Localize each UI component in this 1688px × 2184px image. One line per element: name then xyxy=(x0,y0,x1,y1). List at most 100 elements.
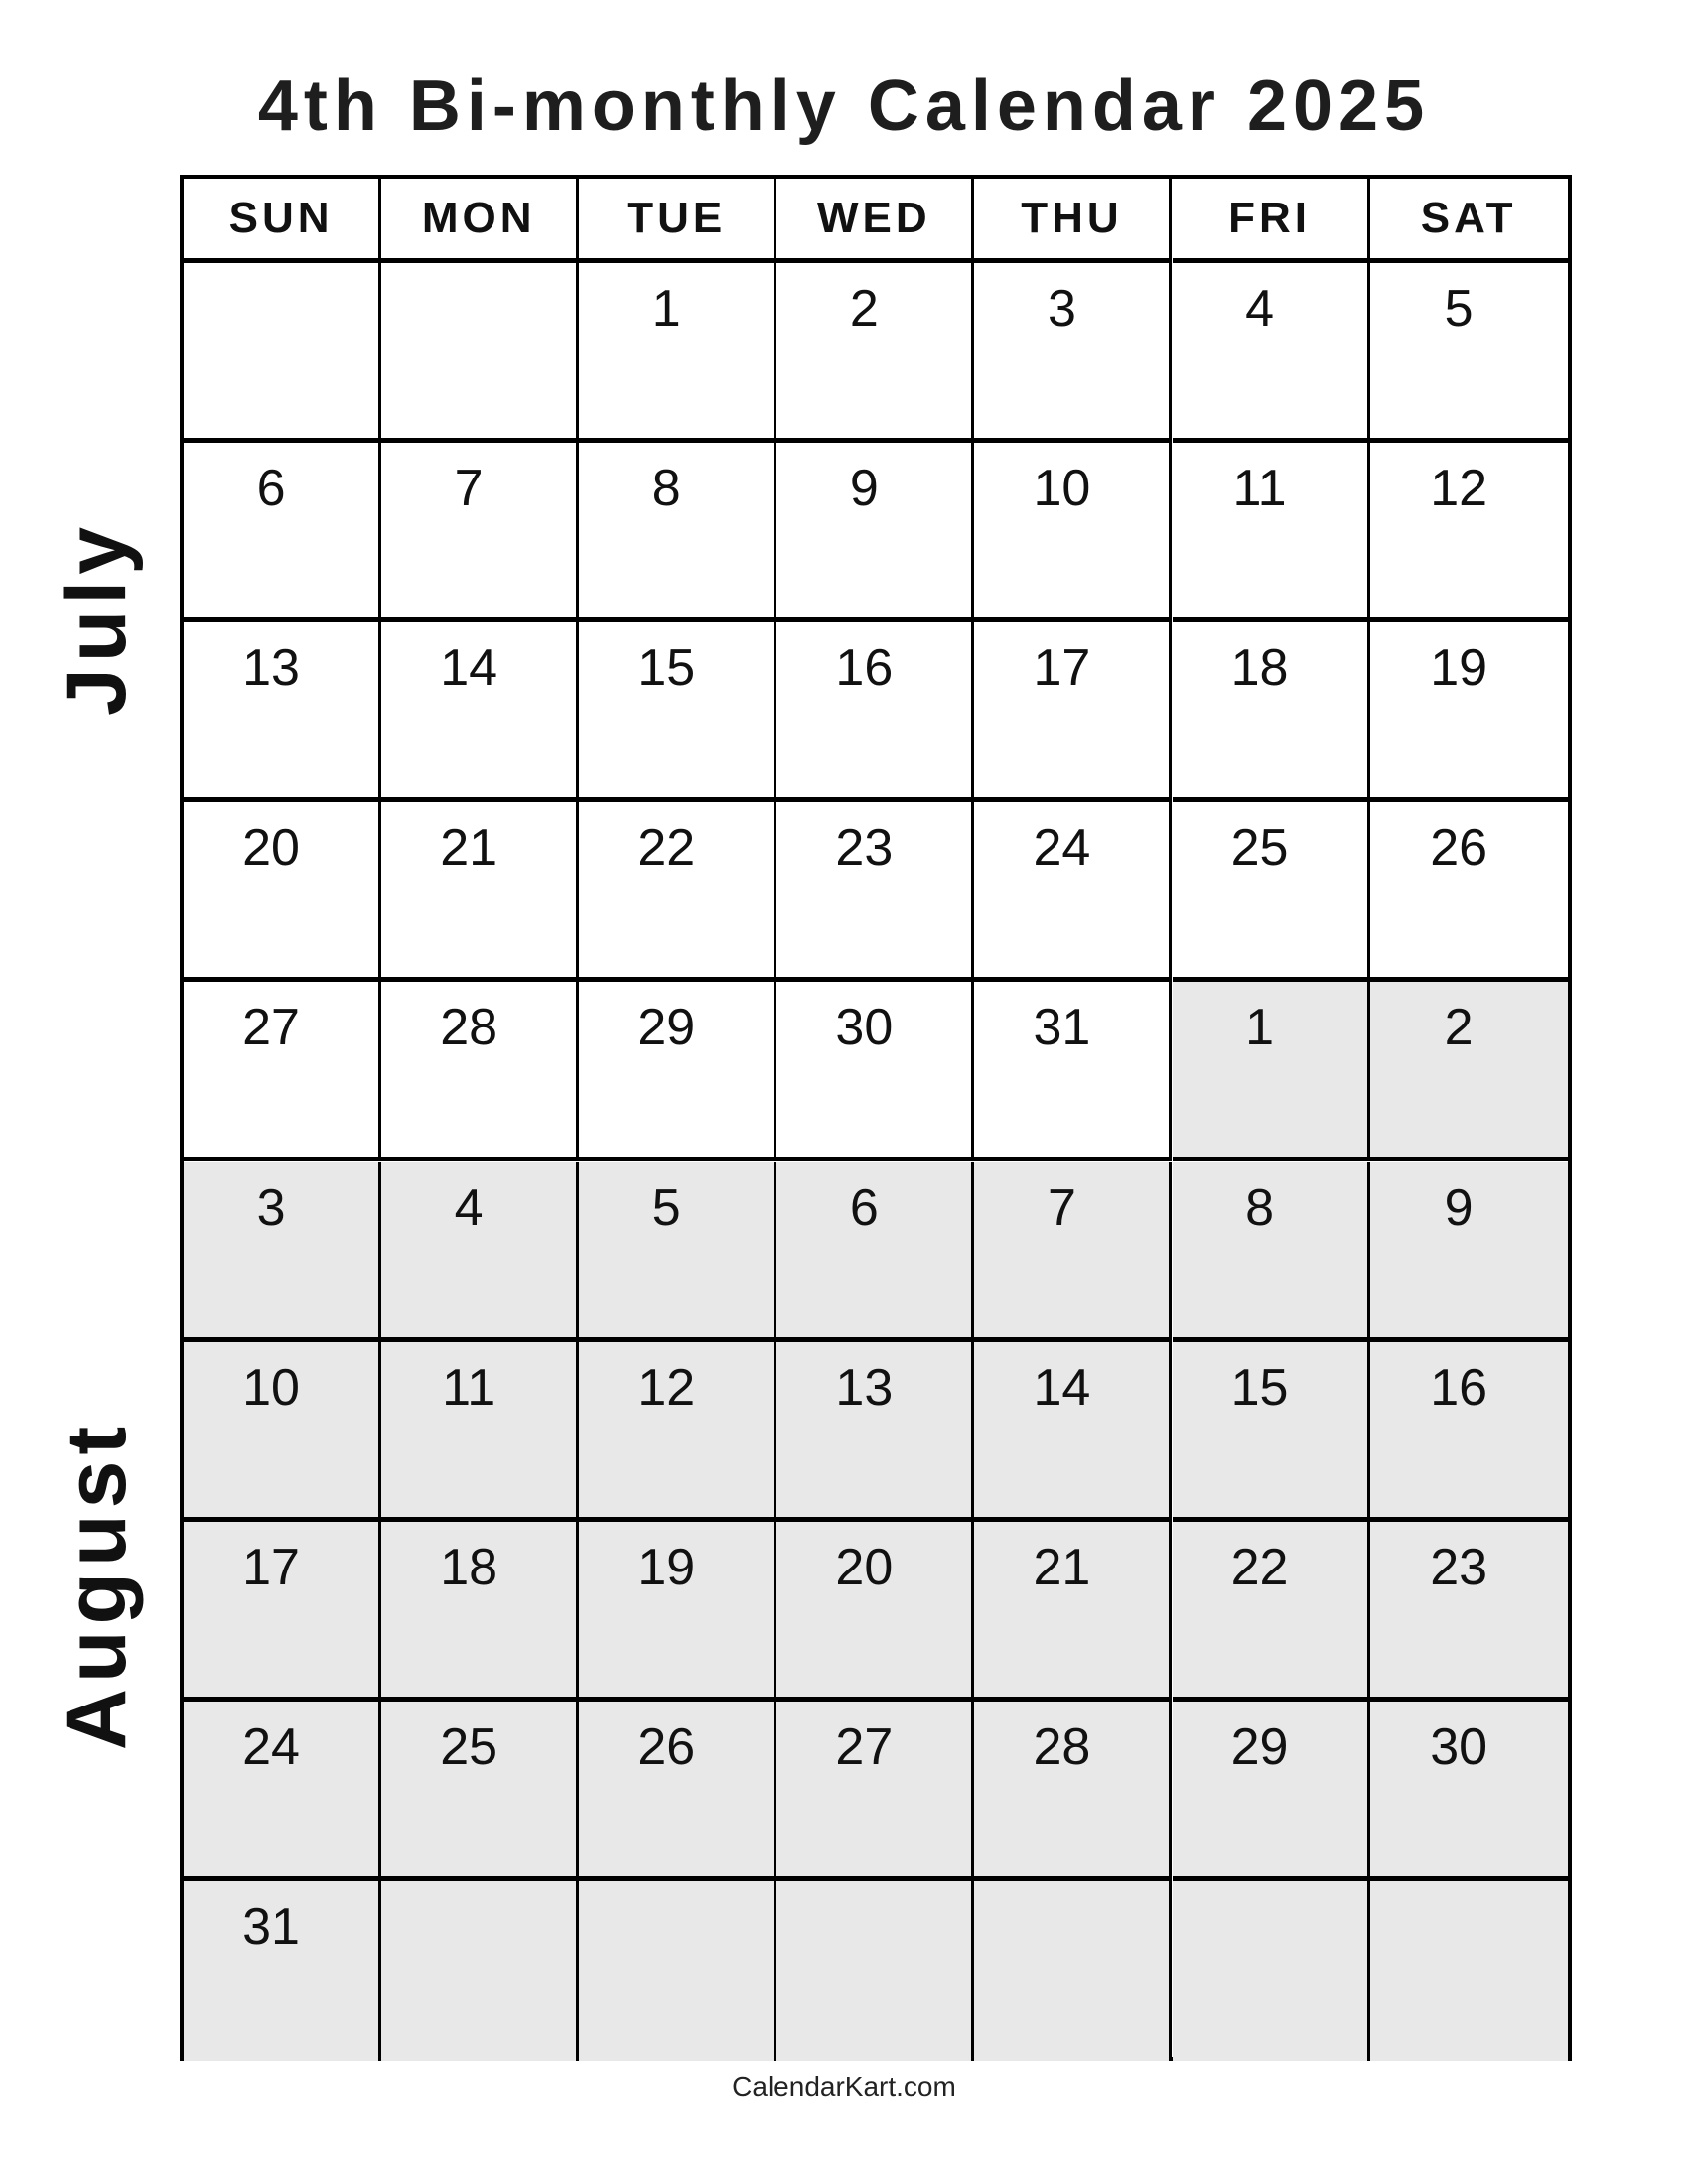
day-number: 2 xyxy=(1444,999,1474,1057)
day-cell[interactable]: 25 xyxy=(381,1701,580,1881)
day-number: 24 xyxy=(242,1717,300,1776)
day-cell[interactable]: 24 xyxy=(184,1701,382,1881)
day-cell[interactable]: 26 xyxy=(579,1701,777,1881)
day-cell[interactable]: 12 xyxy=(1369,443,1568,623)
day-number: 16 xyxy=(835,639,894,698)
day-number: 18 xyxy=(440,1538,498,1596)
day-number: 5 xyxy=(651,1178,681,1237)
day-cell[interactable]: 30 xyxy=(1369,1701,1568,1881)
day-number: 11 xyxy=(1232,460,1287,518)
month-label-july: July xyxy=(49,520,144,717)
day-cell[interactable]: 14 xyxy=(974,1341,1173,1522)
day-cell[interactable] xyxy=(974,1880,1173,2061)
day-cell[interactable]: 29 xyxy=(1172,1701,1370,1881)
day-cell[interactable] xyxy=(1369,1880,1568,2061)
day-cell[interactable]: 6 xyxy=(184,443,382,623)
day-number: 12 xyxy=(637,1358,696,1417)
day-cell[interactable] xyxy=(1172,1880,1370,2061)
day-cell[interactable]: 16 xyxy=(1369,1341,1568,1522)
day-cell[interactable]: 3 xyxy=(184,1161,382,1342)
day-cell[interactable]: 1 xyxy=(579,263,777,444)
day-cell[interactable]: 4 xyxy=(1172,263,1370,444)
day-cell[interactable]: 10 xyxy=(974,443,1173,623)
day-number: 23 xyxy=(1430,1538,1488,1596)
day-number: 12 xyxy=(1430,460,1488,518)
day-cell[interactable]: 10 xyxy=(184,1341,382,1522)
weekday-header-wed: WED xyxy=(776,179,975,263)
day-cell[interactable]: 21 xyxy=(381,802,580,983)
day-cell[interactable]: 12 xyxy=(579,1341,777,1522)
day-cell[interactable]: 11 xyxy=(1172,443,1370,623)
day-cell[interactable]: 19 xyxy=(1369,622,1568,803)
day-cell[interactable]: 7 xyxy=(381,443,580,623)
day-cell[interactable]: 28 xyxy=(381,982,580,1162)
day-cell[interactable]: 9 xyxy=(1369,1161,1568,1342)
day-cell[interactable]: 19 xyxy=(579,1521,777,1702)
day-cell[interactable]: 8 xyxy=(1172,1161,1370,1342)
day-cell[interactable]: 4 xyxy=(381,1161,580,1342)
day-cell[interactable]: 23 xyxy=(1369,1521,1568,1702)
footer-brand: CalendarKart.com xyxy=(732,2071,956,2102)
day-cell[interactable] xyxy=(381,263,580,444)
day-cell[interactable]: 1 xyxy=(1172,982,1370,1162)
day-cell[interactable]: 2 xyxy=(776,263,975,444)
day-cell[interactable]: 20 xyxy=(184,802,382,983)
day-cell[interactable]: 8 xyxy=(579,443,777,623)
day-number: 21 xyxy=(440,819,498,878)
day-cell[interactable]: 15 xyxy=(579,622,777,803)
day-cell[interactable]: 20 xyxy=(776,1521,975,1702)
day-cell[interactable]: 3 xyxy=(974,263,1173,444)
day-cell[interactable]: 7 xyxy=(974,1161,1173,1342)
day-cell[interactable]: 11 xyxy=(381,1341,580,1522)
day-cell[interactable]: 14 xyxy=(381,622,580,803)
day-cell[interactable]: 27 xyxy=(184,982,382,1162)
day-cell[interactable]: 22 xyxy=(579,802,777,983)
day-cell[interactable]: 26 xyxy=(1369,802,1568,983)
day-number: 27 xyxy=(242,999,300,1057)
day-number: 30 xyxy=(1430,1717,1488,1776)
day-cell[interactable]: 13 xyxy=(184,622,382,803)
day-cell[interactable]: 27 xyxy=(776,1701,975,1881)
day-number: 14 xyxy=(1033,1358,1091,1417)
day-cell[interactable] xyxy=(776,1880,975,2061)
day-cell[interactable]: 15 xyxy=(1172,1341,1370,1522)
day-number: 17 xyxy=(242,1538,300,1596)
day-cell[interactable]: 5 xyxy=(579,1161,777,1342)
day-cell[interactable]: 25 xyxy=(1172,802,1370,983)
day-cell[interactable]: 30 xyxy=(776,982,975,1162)
day-cell[interactable]: 5 xyxy=(1369,263,1568,444)
day-cell[interactable]: 28 xyxy=(974,1701,1173,1881)
day-cell[interactable]: 23 xyxy=(776,802,975,983)
day-number: 26 xyxy=(637,1717,696,1776)
day-cell[interactable]: 17 xyxy=(974,622,1173,803)
day-cell[interactable]: 29 xyxy=(579,982,777,1162)
day-cell[interactable]: 22 xyxy=(1172,1521,1370,1702)
day-number: 19 xyxy=(637,1538,696,1596)
day-number: 3 xyxy=(1047,280,1076,338)
day-cell[interactable] xyxy=(381,1880,580,2061)
day-cell[interactable]: 31 xyxy=(974,982,1173,1162)
day-cell[interactable]: 18 xyxy=(381,1521,580,1702)
day-cell[interactable]: 18 xyxy=(1172,622,1370,803)
day-number: 29 xyxy=(1230,1717,1289,1776)
day-number: 7 xyxy=(454,460,484,518)
day-cell[interactable]: 6 xyxy=(776,1161,975,1342)
day-cell[interactable]: 21 xyxy=(974,1521,1173,1702)
day-number: 18 xyxy=(1230,639,1289,698)
day-number: 17 xyxy=(1033,639,1091,698)
day-number: 9 xyxy=(849,460,879,518)
day-cell[interactable]: 31 xyxy=(184,1880,382,2061)
day-cell[interactable] xyxy=(579,1880,777,2061)
day-cell[interactable]: 9 xyxy=(776,443,975,623)
day-cell[interactable]: 2 xyxy=(1369,982,1568,1162)
day-cell[interactable]: 13 xyxy=(776,1341,975,1522)
day-cell[interactable]: 16 xyxy=(776,622,975,803)
day-cell[interactable]: 17 xyxy=(184,1521,382,1702)
day-number: 6 xyxy=(256,460,286,518)
weekday-header-tue: TUE xyxy=(579,179,777,263)
day-number: 29 xyxy=(637,999,696,1057)
weekday-header-thu: THU xyxy=(974,179,1173,263)
day-cell[interactable] xyxy=(184,263,382,444)
day-cell[interactable]: 24 xyxy=(974,802,1173,983)
day-number: 8 xyxy=(651,460,681,518)
